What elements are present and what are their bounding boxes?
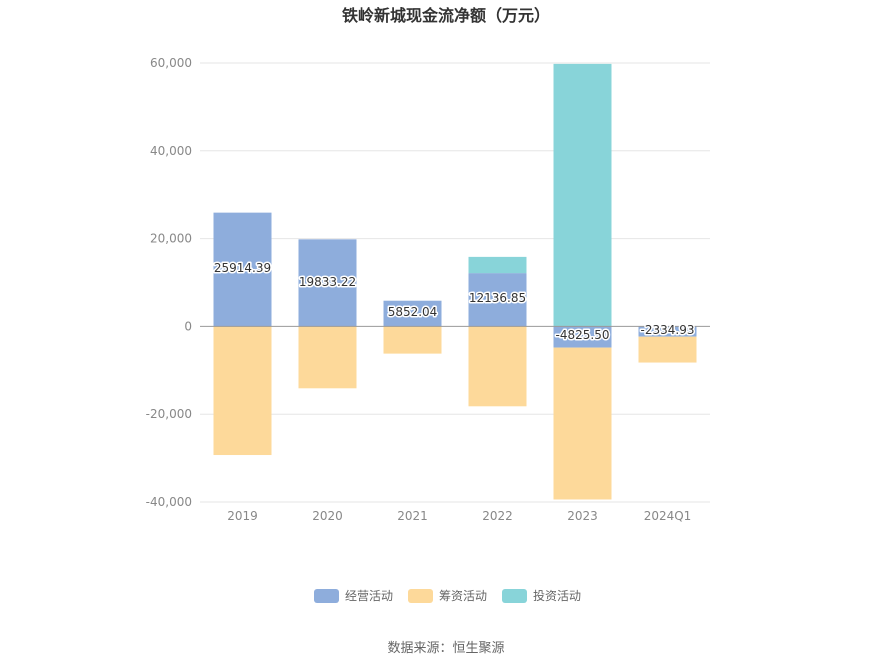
x-tick-label: 2020 (312, 509, 343, 523)
bar-segment (468, 273, 527, 327)
legend-label: 经营活动 (345, 589, 393, 603)
data-labels: 25914.39 19833.22 5852.04 12136.85 -4825.50 -… (212, 260, 696, 344)
data-label: 19833.22 (299, 275, 356, 289)
legend-swatch (314, 589, 339, 603)
chart-title: 铁岭新城现金流净额（万元） (342, 6, 550, 25)
bar-segment (213, 212, 272, 327)
y-axis-tick-labels: -40,000 -20,000 0 20,000 40,000 60,000 (146, 56, 192, 509)
x-tick-label: 2019 (227, 509, 258, 523)
grid-lines (200, 62, 710, 503)
bars (213, 63, 697, 500)
bar-segment (383, 326, 442, 354)
bar-segment (213, 326, 272, 456)
x-tick-label: 2021 (397, 509, 428, 523)
bar-segment (638, 336, 697, 363)
bar-segment (298, 239, 357, 327)
x-axis-tick-labels: 2019 2020 2021 2022 2023 2024Q1 (227, 509, 691, 523)
bar-segment (553, 347, 612, 500)
x-tick-label: 2022 (482, 509, 513, 523)
data-label: 25914.39 (214, 261, 271, 275)
bar-segment (383, 300, 442, 327)
data-source: 数据来源：恒生聚源 (387, 641, 504, 656)
y-tick-label: 60,000 (150, 56, 192, 70)
bar-segment (468, 256, 527, 274)
bar-segment (553, 63, 612, 327)
bar-segment (553, 326, 612, 348)
y-tick-label: 40,000 (150, 144, 192, 158)
legend-swatch (502, 589, 527, 603)
y-tick-label: 20,000 (150, 232, 192, 246)
data-label: 12136.85 (469, 291, 526, 305)
data-label: 5852.04 (388, 305, 438, 319)
y-tick-label: -20,000 (146, 407, 192, 421)
bar-segment (298, 326, 357, 389)
bar-segment (638, 326, 697, 337)
x-tick-label: 2024Q1 (644, 509, 692, 523)
bar-segment (468, 326, 527, 407)
data-label: -2334.93 (641, 323, 695, 337)
y-tick-label: 0 (184, 319, 192, 333)
legend-swatch (408, 589, 433, 603)
data-label: -4825.50 (556, 328, 610, 342)
legend-label: 筹资活动 (439, 589, 487, 603)
legend: 经营活动 筹资活动 投资活动 (314, 588, 581, 603)
x-tick-label: 2023 (567, 509, 598, 523)
legend-label: 投资活动 (533, 588, 581, 603)
y-tick-label: -40,000 (146, 495, 192, 509)
